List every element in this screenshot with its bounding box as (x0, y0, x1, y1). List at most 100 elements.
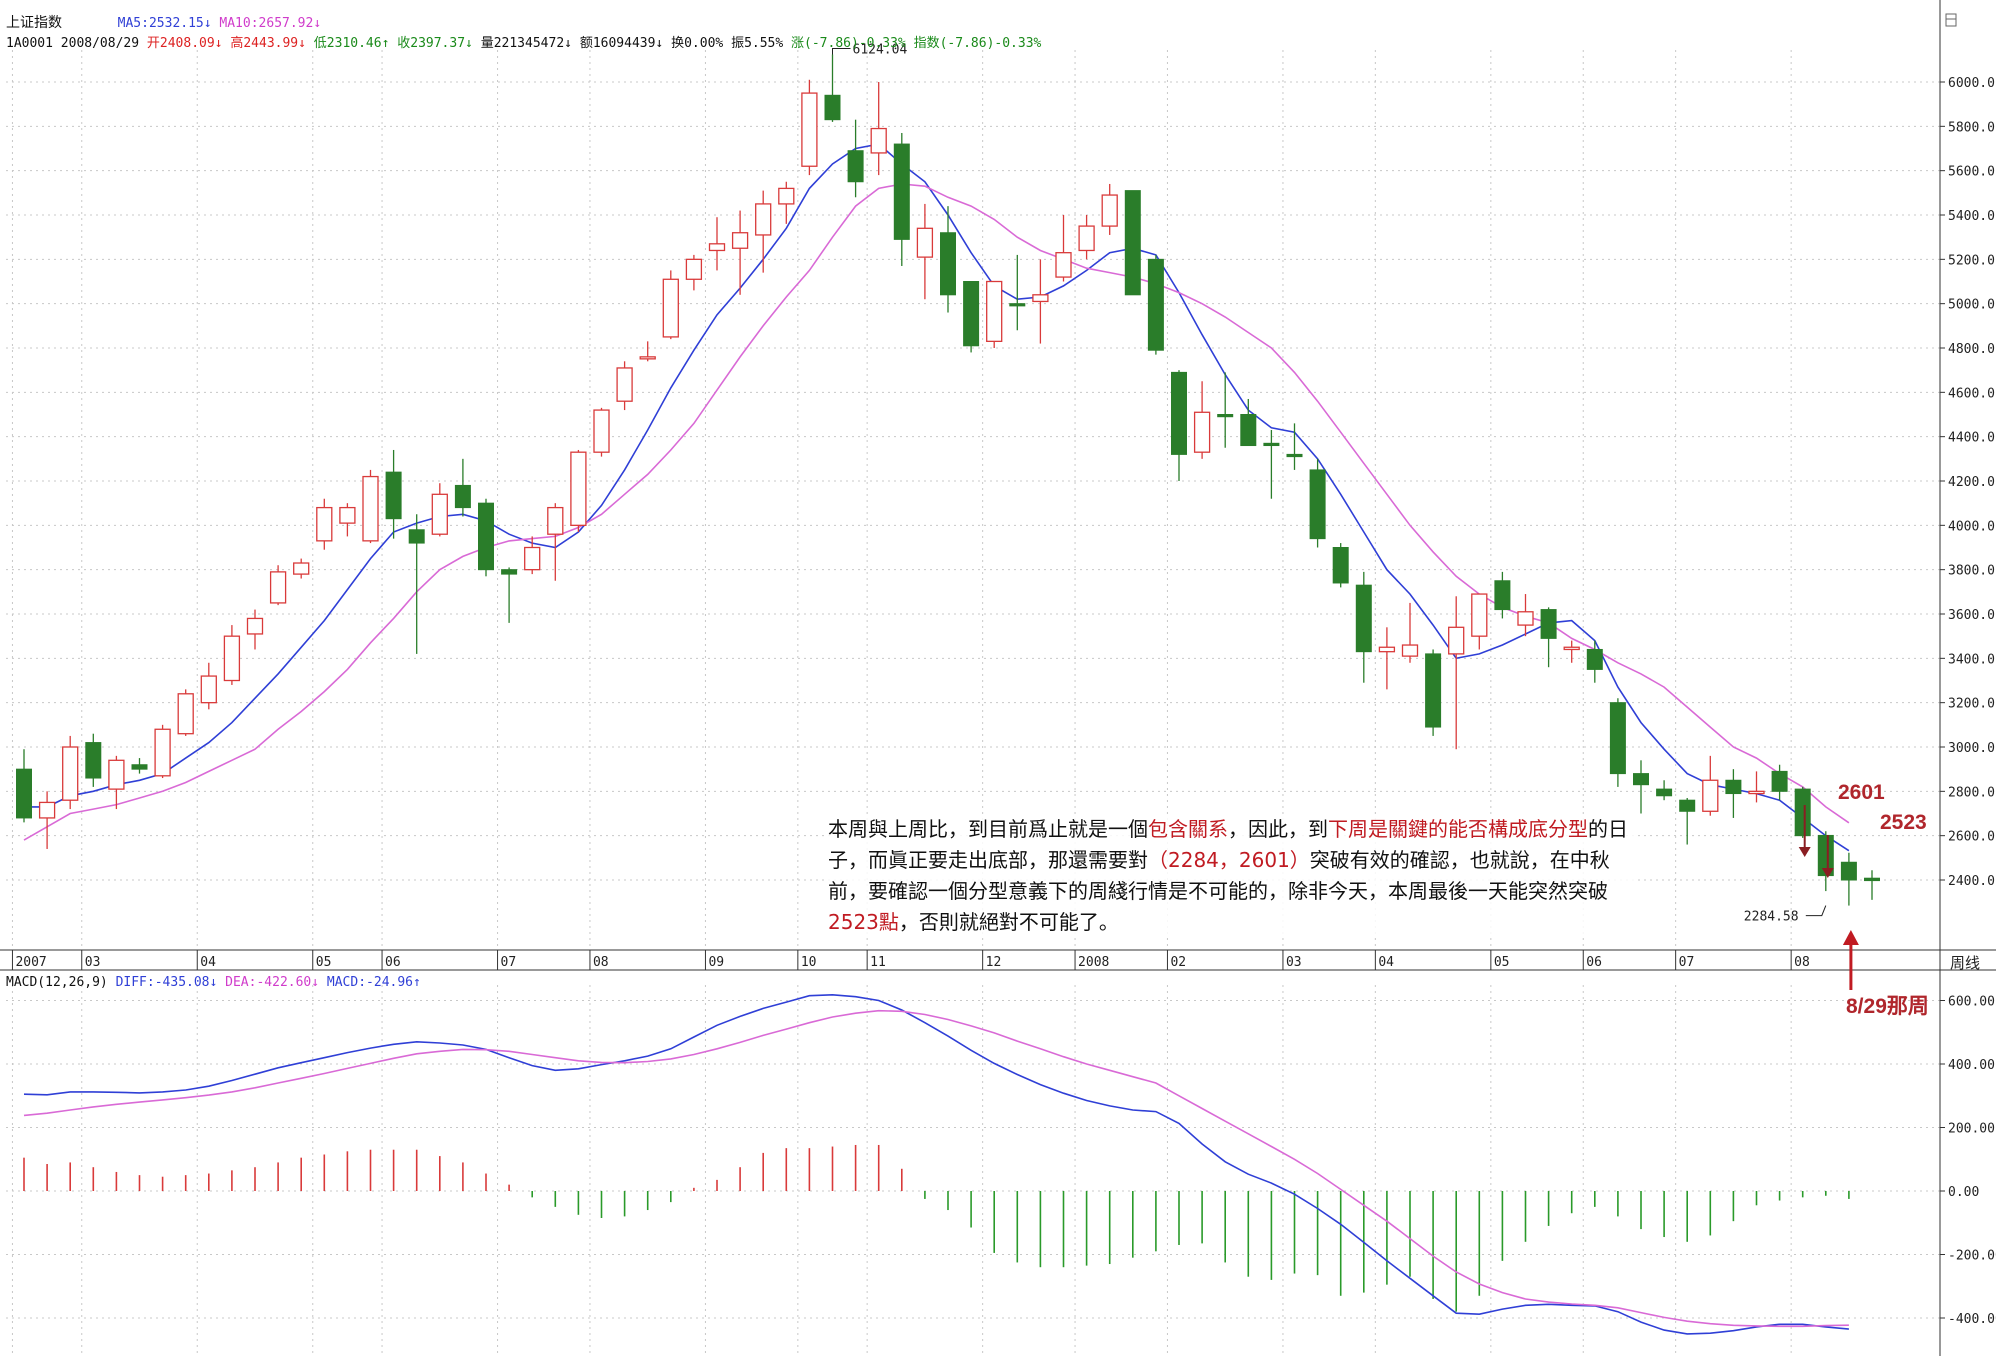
candle (778, 181, 795, 224)
period-label: 周线 (1950, 954, 1980, 972)
candle-body-up (431, 493, 448, 535)
commentary-highlight-4: 2523點 (828, 910, 899, 934)
candle (547, 503, 564, 581)
candle (1286, 423, 1303, 470)
candle-body-down (131, 764, 148, 770)
macd-tick-label: 600.00 (1948, 995, 1995, 1010)
candle (685, 254, 703, 291)
candle (62, 735, 79, 810)
candle-body-down (1263, 442, 1280, 447)
price-tick-label: 4600.0 (1948, 386, 1995, 401)
macd-tick-label: 0.00 (1948, 1185, 1979, 1200)
dea-line (23, 1009, 1849, 1328)
candle-body-down (385, 471, 402, 520)
candle-body-down (1840, 861, 1857, 881)
candle-body-up (755, 203, 772, 236)
candle (1840, 852, 1857, 906)
candle-body-up (1193, 411, 1211, 453)
candle (177, 689, 194, 736)
time-tick-label: 03 (85, 955, 101, 970)
candle (1217, 372, 1234, 448)
candle-body-up (154, 728, 171, 777)
price-tick-label: 6000.0 (1948, 76, 1995, 91)
price-tick-label: 5800.0 (1948, 120, 1995, 135)
price-tick-label: 5000.0 (1948, 298, 1995, 313)
candle (200, 662, 217, 710)
time-tick-label: 09 (708, 955, 724, 970)
candle (38, 791, 56, 849)
ma10-line (23, 183, 1850, 841)
price-tick-label: 4000.0 (1948, 519, 1995, 534)
candle (963, 281, 980, 353)
macd-header: MACD(12,26,9) DIFF:-435.08↓ DEA:-422.60↓… (6, 975, 421, 990)
candle (154, 724, 171, 779)
candle-body-down (1586, 648, 1603, 670)
candle (1702, 755, 1719, 816)
arrow-week-head (1842, 930, 1859, 945)
time-tick-label: 02 (1170, 955, 1186, 970)
candle-body-up (362, 475, 379, 542)
candle (1240, 398, 1257, 447)
candle (616, 361, 633, 411)
time-tick-label: 11 (870, 955, 886, 970)
candle-body-up (662, 278, 679, 338)
open-value: 开2408.09↓ (146, 36, 223, 51)
candle (431, 483, 448, 537)
candle (1679, 797, 1696, 845)
candle (940, 206, 956, 313)
candle (316, 498, 333, 550)
candle (916, 203, 934, 300)
candle-body-up (108, 759, 125, 790)
candle-body-up (339, 506, 356, 524)
candle (478, 498, 494, 577)
candle (223, 625, 241, 685)
candle-body-down (963, 281, 980, 347)
commentary-highlight-2: 下周是關鍵的能否構成底分型 (1328, 817, 1588, 841)
candle (801, 79, 818, 176)
candle-body-up (986, 280, 1003, 342)
candle-body-down (1124, 190, 1141, 296)
candle (870, 82, 887, 176)
candle (570, 449, 587, 532)
candle (85, 733, 102, 787)
candle-body-up (685, 258, 703, 280)
candle-body-up (316, 506, 333, 542)
candle-body-up (62, 746, 79, 801)
candle (847, 119, 864, 198)
candle (1609, 698, 1626, 787)
candle (501, 567, 518, 623)
candle (1540, 607, 1557, 668)
time-tick-label: 2007 (15, 955, 46, 970)
candle (408, 514, 425, 654)
code-date: 1A0001 2008/08/29 (6, 36, 140, 51)
time-tick-label: 04 (1378, 955, 1394, 970)
candle (662, 270, 679, 340)
candle (1193, 381, 1211, 459)
peak-leader (832, 48, 851, 55)
candle (524, 536, 541, 575)
candle-body-down (1656, 788, 1673, 797)
time-tick-label: 07 (1679, 955, 1695, 970)
candle-body-down (940, 232, 956, 296)
candle (385, 449, 402, 539)
candle-body-up (1748, 790, 1765, 795)
candle (824, 54, 841, 122)
callout-week: 8/29那周 (1846, 995, 1929, 1018)
ma5-value: MA5:2532.15↓ (117, 16, 212, 31)
amount-value: 额16094439↓ (579, 36, 664, 51)
candle-body-down (1217, 414, 1234, 418)
macd-diff-value: DIFF:-435.08↓ (115, 975, 218, 990)
candle (1471, 593, 1488, 650)
candle-body-down (1355, 584, 1372, 653)
commentary-highlight-3: （2284，2601） (1148, 848, 1310, 872)
callout-2601: 2601 (1838, 781, 1885, 804)
time-tick-label: 04 (200, 955, 216, 970)
candle-body-up (1401, 644, 1419, 657)
ma10-value: MA10:2657.92↓ (219, 16, 322, 31)
time-tick-label: 08 (593, 955, 609, 970)
price-tick-label: 3400.0 (1948, 652, 1995, 667)
candle-body-up (570, 451, 587, 526)
candle (1656, 780, 1673, 801)
candle (293, 558, 310, 579)
